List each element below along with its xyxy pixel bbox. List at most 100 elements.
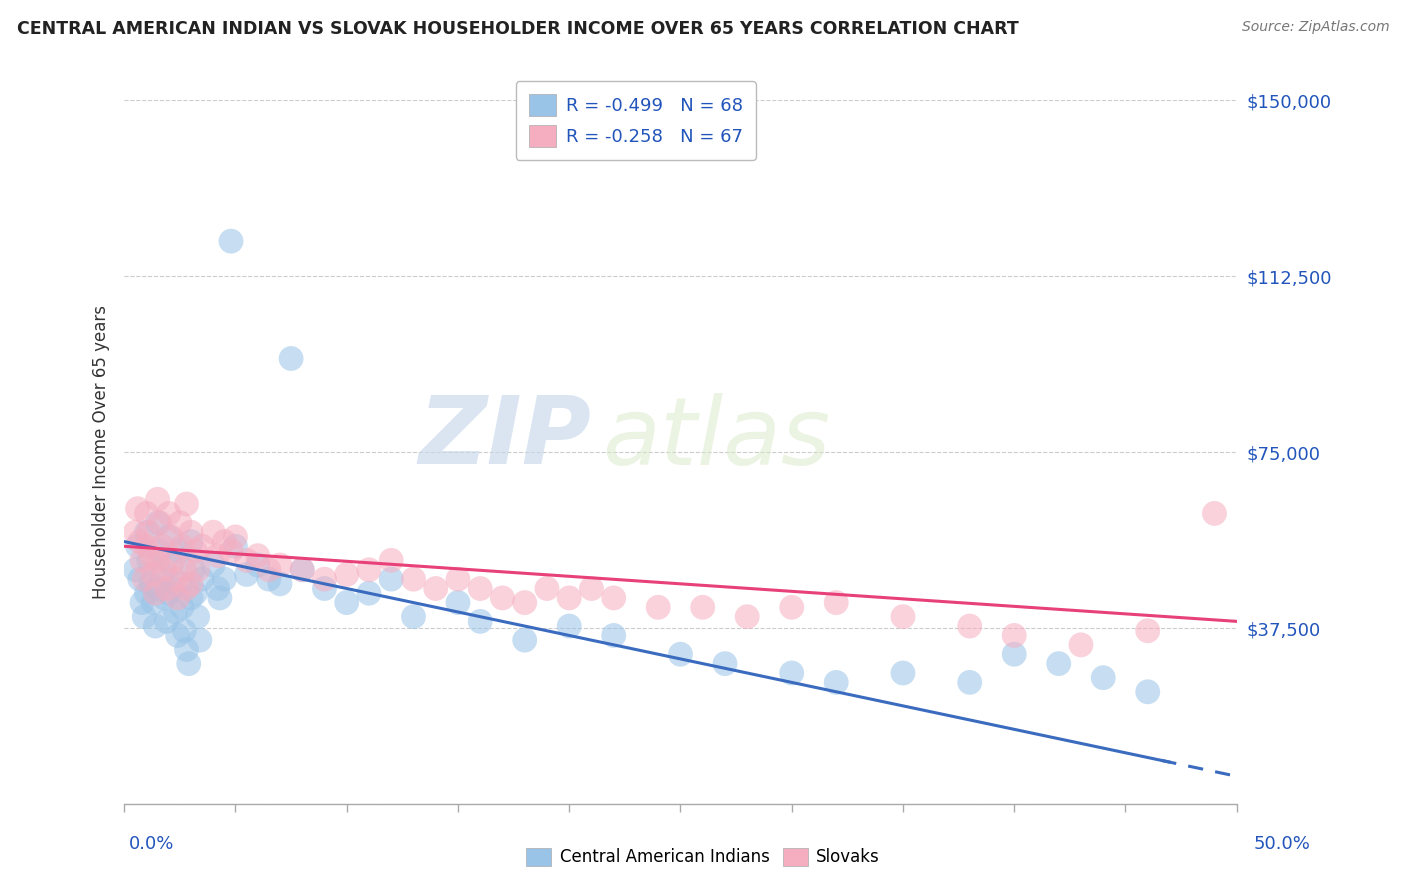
- Point: [135, 525, 157, 540]
- Point: [169, 577, 191, 591]
- Point: [959, 675, 981, 690]
- Text: atlas: atlas: [603, 392, 831, 483]
- Point: [180, 591, 202, 605]
- Point: [380, 572, 402, 586]
- Point: [491, 591, 513, 605]
- Text: Source: ZipAtlas.com: Source: ZipAtlas.com: [1241, 20, 1389, 34]
- Point: [146, 516, 169, 530]
- Point: [139, 549, 162, 563]
- Point: [603, 628, 626, 642]
- Point: [170, 539, 193, 553]
- Point: [149, 516, 172, 530]
- Point: [825, 596, 848, 610]
- Point: [170, 600, 193, 615]
- Point: [165, 605, 187, 619]
- Point: [647, 600, 669, 615]
- Point: [127, 539, 149, 553]
- Point: [153, 591, 176, 605]
- Point: [314, 582, 336, 596]
- Point: [1002, 647, 1025, 661]
- Point: [692, 600, 714, 615]
- Point: [124, 525, 146, 540]
- Point: [1070, 638, 1092, 652]
- Point: [128, 534, 150, 549]
- Point: [150, 567, 173, 582]
- Point: [513, 633, 536, 648]
- Point: [269, 577, 291, 591]
- Point: [235, 553, 257, 567]
- Point: [224, 530, 246, 544]
- Point: [470, 615, 492, 629]
- Point: [207, 582, 229, 596]
- Point: [135, 507, 157, 521]
- Point: [169, 544, 191, 558]
- Point: [173, 624, 195, 638]
- Point: [160, 530, 183, 544]
- Point: [235, 567, 257, 582]
- Point: [145, 619, 167, 633]
- Point: [160, 558, 183, 572]
- Point: [780, 600, 803, 615]
- Point: [1047, 657, 1070, 671]
- Point: [135, 586, 157, 600]
- Text: 0.0%: 0.0%: [129, 835, 174, 853]
- Point: [150, 539, 173, 553]
- Point: [257, 563, 280, 577]
- Point: [207, 549, 229, 563]
- Point: [138, 553, 160, 567]
- Point: [336, 567, 359, 582]
- Point: [447, 572, 470, 586]
- Point: [188, 633, 211, 648]
- Point: [825, 675, 848, 690]
- Point: [176, 642, 198, 657]
- Text: ZIP: ZIP: [419, 392, 592, 484]
- Point: [180, 534, 202, 549]
- Point: [180, 577, 202, 591]
- Text: 50.0%: 50.0%: [1254, 835, 1310, 853]
- Point: [135, 539, 157, 553]
- Point: [1092, 671, 1115, 685]
- Point: [269, 558, 291, 572]
- Point: [891, 665, 914, 680]
- Point: [669, 647, 692, 661]
- Point: [735, 609, 758, 624]
- Point: [1204, 507, 1226, 521]
- Point: [157, 530, 180, 544]
- Point: [959, 619, 981, 633]
- Point: [131, 553, 153, 567]
- Point: [162, 582, 184, 596]
- Point: [131, 596, 153, 610]
- Point: [202, 558, 225, 572]
- Point: [149, 544, 172, 558]
- Point: [166, 591, 188, 605]
- Point: [177, 657, 200, 671]
- Point: [314, 572, 336, 586]
- Text: CENTRAL AMERICAN INDIAN VS SLOVAK HOUSEHOLDER INCOME OVER 65 YEARS CORRELATION C: CENTRAL AMERICAN INDIAN VS SLOVAK HOUSEH…: [17, 20, 1018, 37]
- Point: [581, 582, 603, 596]
- Point: [280, 351, 302, 366]
- Point: [166, 628, 188, 642]
- Point: [127, 501, 149, 516]
- Point: [1136, 624, 1159, 638]
- Point: [257, 572, 280, 586]
- Point: [780, 665, 803, 680]
- Point: [603, 591, 626, 605]
- Point: [291, 563, 314, 577]
- Point: [134, 572, 156, 586]
- Legend: Central American Indians, Slovaks: Central American Indians, Slovaks: [520, 841, 886, 873]
- Point: [336, 596, 359, 610]
- Point: [142, 596, 165, 610]
- Point: [219, 234, 242, 248]
- Point: [246, 558, 269, 572]
- Point: [714, 657, 737, 671]
- Point: [402, 609, 425, 624]
- Point: [173, 563, 195, 577]
- Point: [176, 582, 198, 596]
- Point: [134, 609, 156, 624]
- Point: [513, 596, 536, 610]
- Point: [214, 572, 236, 586]
- Point: [146, 553, 169, 567]
- Point: [165, 572, 187, 586]
- Point: [157, 586, 180, 600]
- Point: [219, 544, 242, 558]
